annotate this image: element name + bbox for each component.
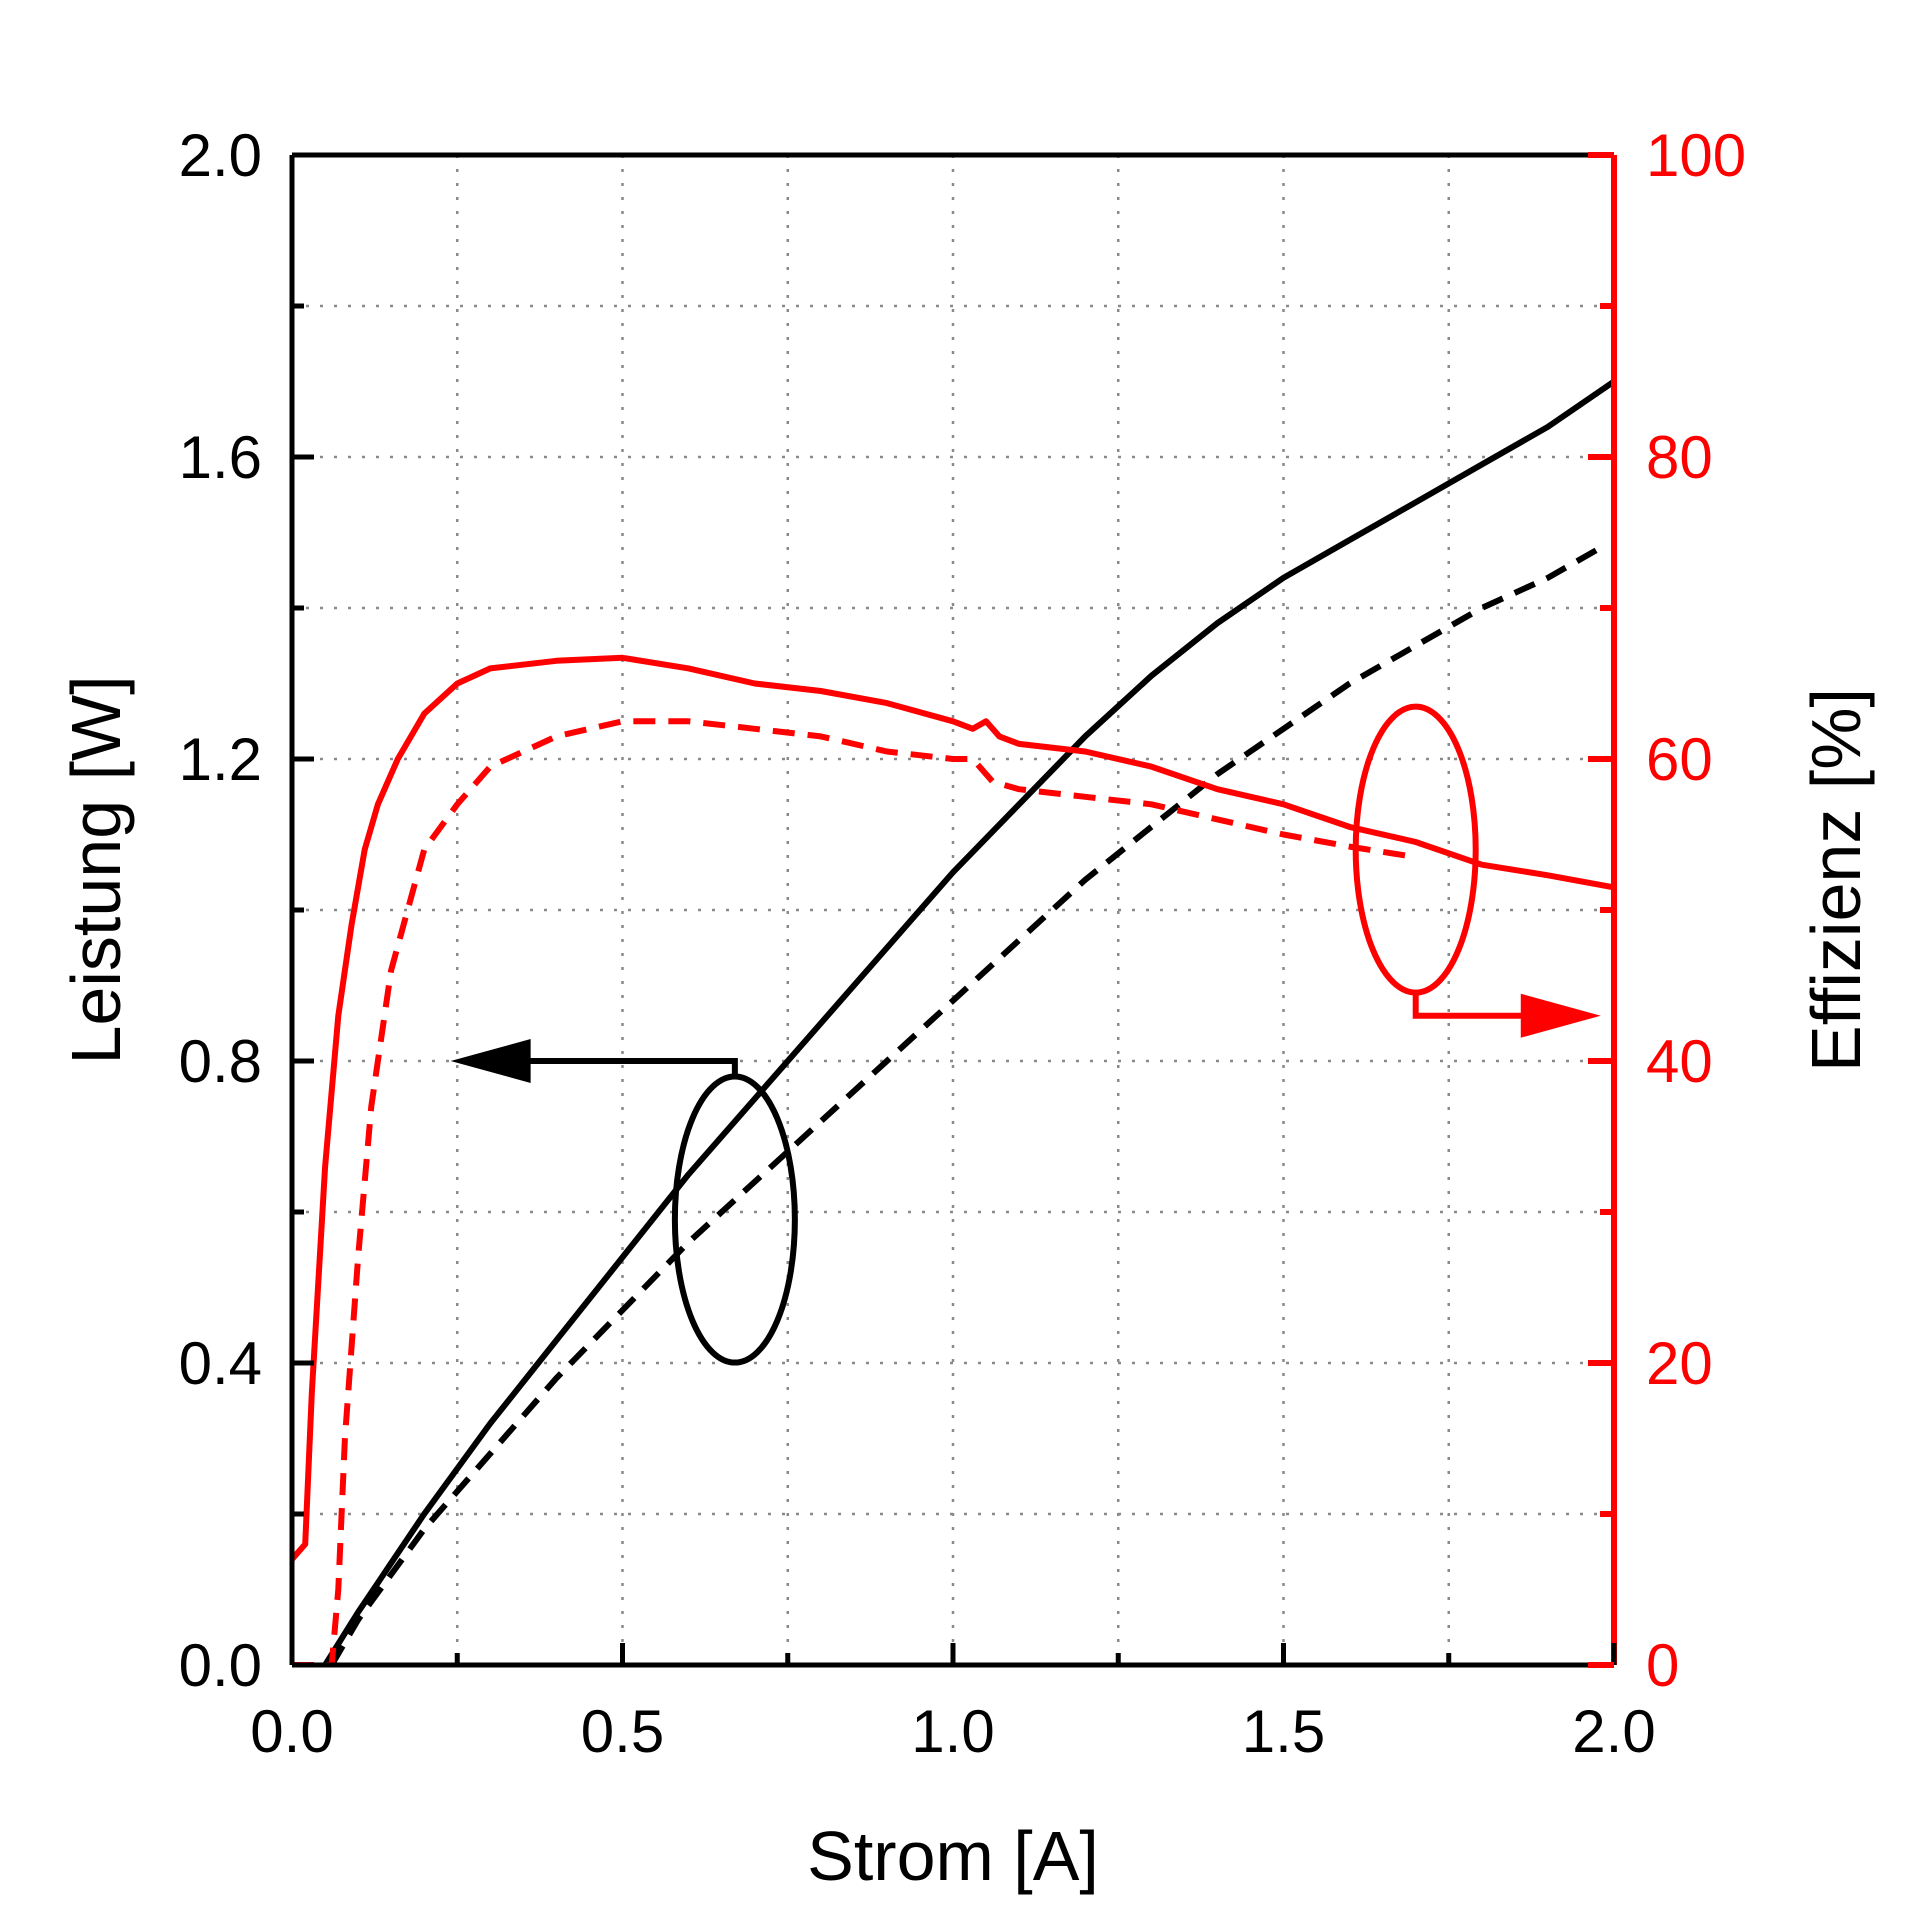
x-tick-label: 1.5 (1242, 1698, 1325, 1765)
left-y-tick-label: 0.4 (179, 1330, 262, 1397)
right-y-tick-label: 80 (1646, 424, 1713, 491)
annotation-arrow-line-2 (1412, 992, 1531, 1019)
x-tick-label: 2.0 (1572, 1698, 1655, 1765)
axes: 0.0 0.5 1.0 1.5 2.00.00.40.81.21.62.00204060… (179, 122, 1747, 1765)
series-line-1 (322, 379, 1614, 1665)
right-y-axis-title: Effizienz [%] (1797, 688, 1875, 1072)
series-layer (292, 379, 1614, 1665)
x-tick-label: 0.5 (581, 1698, 664, 1765)
annotation-arrow-head-2 (1520, 993, 1601, 1038)
left-y-tick-label: 0.0 (179, 1632, 262, 1699)
left-y-tick-label: 2.0 (179, 122, 262, 189)
right-y-tick-label: 0 (1646, 1632, 1679, 1699)
x-axis-title: Strom [A] (807, 1817, 1099, 1895)
left-y-tick-label: 1.2 (179, 726, 262, 793)
annotations-layer (450, 703, 1601, 1366)
annotation-ellipse-2 (1352, 703, 1479, 996)
series-line-3 (292, 654, 1614, 1562)
x-tick-label: 1.0 (911, 1698, 994, 1765)
x-tick-label: 0.0 (250, 1698, 333, 1765)
right-y-tick-label: 20 (1646, 1330, 1713, 1397)
left-y-tick-label: 1.6 (179, 424, 262, 491)
annotation-arrow-head-1 (450, 1039, 531, 1083)
grid (292, 155, 1614, 1665)
series-line-4 (292, 718, 1417, 1665)
right-y-tick-label: 40 (1646, 1028, 1713, 1095)
right-y-tick-label: 60 (1646, 726, 1713, 793)
series-line-2 (329, 544, 1603, 1665)
left-y-tick-label: 0.8 (179, 1028, 262, 1095)
right-y-tick-label: 100 (1646, 122, 1746, 189)
annotation-arrow-line-1 (520, 1058, 738, 1077)
left-y-axis-title: Leistung [W] (57, 675, 135, 1064)
